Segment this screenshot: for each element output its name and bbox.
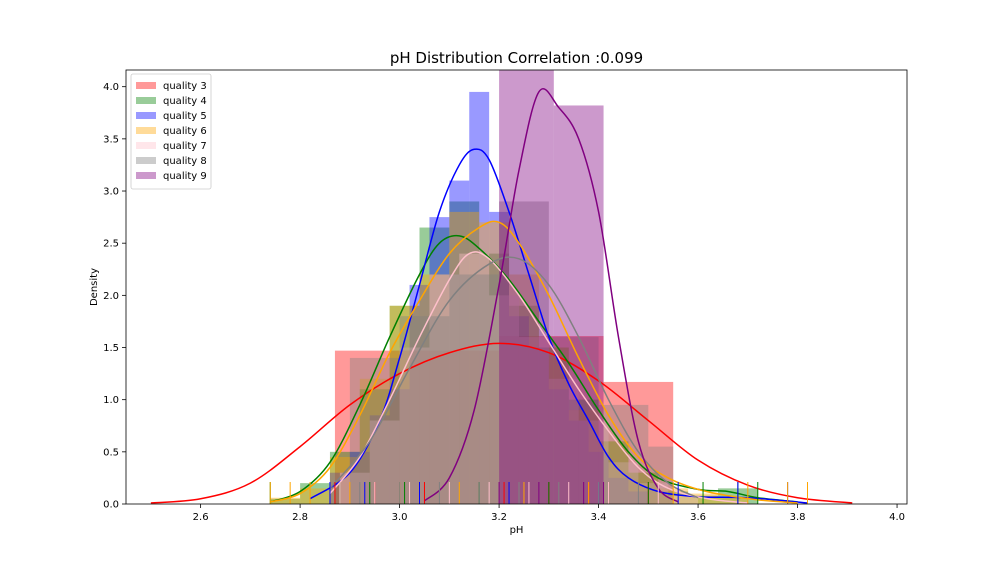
histogram-bar-quality-8	[648, 446, 674, 504]
histogram-bar-quality-6	[449, 211, 480, 504]
histogram-bar-quality-7	[518, 337, 549, 504]
histogram-bar-quality-6	[419, 274, 450, 504]
chart-title: pH Distribution Correlation :0.099	[390, 49, 643, 67]
histogram-bar-quality-7	[489, 295, 519, 504]
histogram-bar-quality-5	[528, 347, 549, 504]
legend-label-quality-9: quality 9	[163, 171, 207, 182]
y-tick-label: 1.5	[103, 343, 119, 354]
histogram-bar-quality-7	[638, 483, 669, 504]
histogram-bar-quality-7	[429, 274, 460, 504]
legend-swatch-quality-7	[136, 142, 156, 149]
histogram-bar-quality-5	[489, 211, 510, 504]
histogram-bar-quality-5	[409, 284, 430, 504]
kde-line-quality-9	[423, 88, 679, 503]
legend-swatch-quality-5	[136, 112, 156, 119]
x-axis-label: pH	[510, 525, 524, 536]
x-tick-label: 3.2	[491, 512, 507, 523]
histogram-bar-quality-8	[449, 274, 500, 504]
histogram-bar-quality-6	[628, 472, 659, 504]
x-tick-label: 2.8	[292, 512, 308, 523]
histogram-bar-quality-7	[608, 462, 639, 504]
histogram-bar-quality-4	[270, 498, 301, 504]
kde-line-quality-8	[329, 256, 699, 499]
plot-frame	[125, 69, 908, 505]
kde-line-quality-6	[270, 220, 798, 504]
y-tick-label: 0.0	[103, 500, 119, 511]
histogram-bar-quality-4	[479, 253, 510, 504]
histogram-bar-quality-5	[608, 477, 629, 504]
histogram-bar-quality-4	[628, 472, 659, 504]
legend-label-quality-5: quality 5	[163, 111, 207, 122]
rug-layer	[269, 482, 809, 504]
histogram-bar-quality-5	[548, 389, 569, 504]
histogram-layer	[270, 70, 758, 504]
histogram-bar-quality-6	[717, 497, 748, 504]
legend: quality 3 quality 4 quality 5 quality 6 qual…	[130, 73, 212, 190]
histogram-bar-quality-6	[270, 497, 301, 504]
legend-label-quality-6: quality 6	[163, 126, 207, 137]
histogram-bar-quality-5	[369, 415, 390, 504]
y-tick-label: 1.0	[103, 395, 119, 406]
legend-swatch-quality-4	[136, 97, 156, 104]
histogram-bar-quality-7	[668, 495, 699, 504]
x-tick-label: 3.4	[591, 512, 607, 523]
histogram-bar-quality-5	[389, 389, 410, 504]
legend-label-quality-3: quality 3	[163, 81, 207, 92]
y-tick-label: 0.5	[103, 447, 119, 458]
x-tick-label: 3.8	[790, 512, 806, 523]
legend-swatch-quality-8	[136, 157, 156, 164]
histogram-bar-quality-3	[499, 336, 604, 504]
histogram-bar-quality-7	[399, 347, 430, 504]
y-tick-label: 2.0	[103, 291, 119, 302]
x-tick-label: 4.0	[889, 512, 905, 523]
legend-label-quality-8: quality 8	[163, 156, 207, 167]
y-tick-label: 2.5	[103, 239, 119, 250]
kde-line-quality-7	[329, 251, 748, 504]
kde-layer	[150, 88, 853, 504]
histogram-bar-quality-5	[509, 316, 529, 504]
histogram-bar-quality-4	[509, 305, 539, 504]
legend-swatch-quality-3	[136, 82, 156, 89]
legend-label-quality-7: quality 7	[163, 141, 207, 152]
histogram-bar-quality-6	[509, 274, 539, 504]
histogram-bar-quality-7	[548, 378, 579, 504]
y-tick-label: 3.5	[103, 134, 119, 145]
histogram-bar-quality-5	[449, 180, 470, 504]
histogram-bar-quality-4	[419, 227, 450, 504]
x-tick-label: 3.6	[690, 512, 706, 523]
histogram-bar-quality-7	[459, 253, 490, 504]
kde-line-quality-3	[150, 342, 853, 504]
y-axis-ticks: 0.0 0.5 1.0 1.5 2.0 2.5 3.0 3.5 4.0	[103, 82, 126, 511]
y-axis-label: Density	[89, 268, 100, 306]
x-tick-label: 2.6	[193, 512, 209, 523]
legend-label-quality-4: quality 4	[163, 96, 207, 107]
y-tick-label: 3.0	[103, 187, 119, 198]
x-tick-label: 3.0	[392, 512, 408, 523]
histogram-bar-quality-3	[334, 350, 500, 504]
legend-swatch-quality-6	[136, 127, 156, 134]
y-tick-label: 4.0	[103, 82, 119, 93]
histogram-bar-quality-5	[469, 91, 490, 504]
legend-swatch-quality-9	[136, 172, 156, 179]
histogram-bar-quality-8	[399, 316, 450, 504]
kde-line-quality-5	[309, 148, 808, 504]
x-axis-ticks: 2.6 2.8 3.0 3.2 3.4 3.6 3.8 4.0	[193, 504, 905, 523]
legend-box	[130, 73, 212, 190]
